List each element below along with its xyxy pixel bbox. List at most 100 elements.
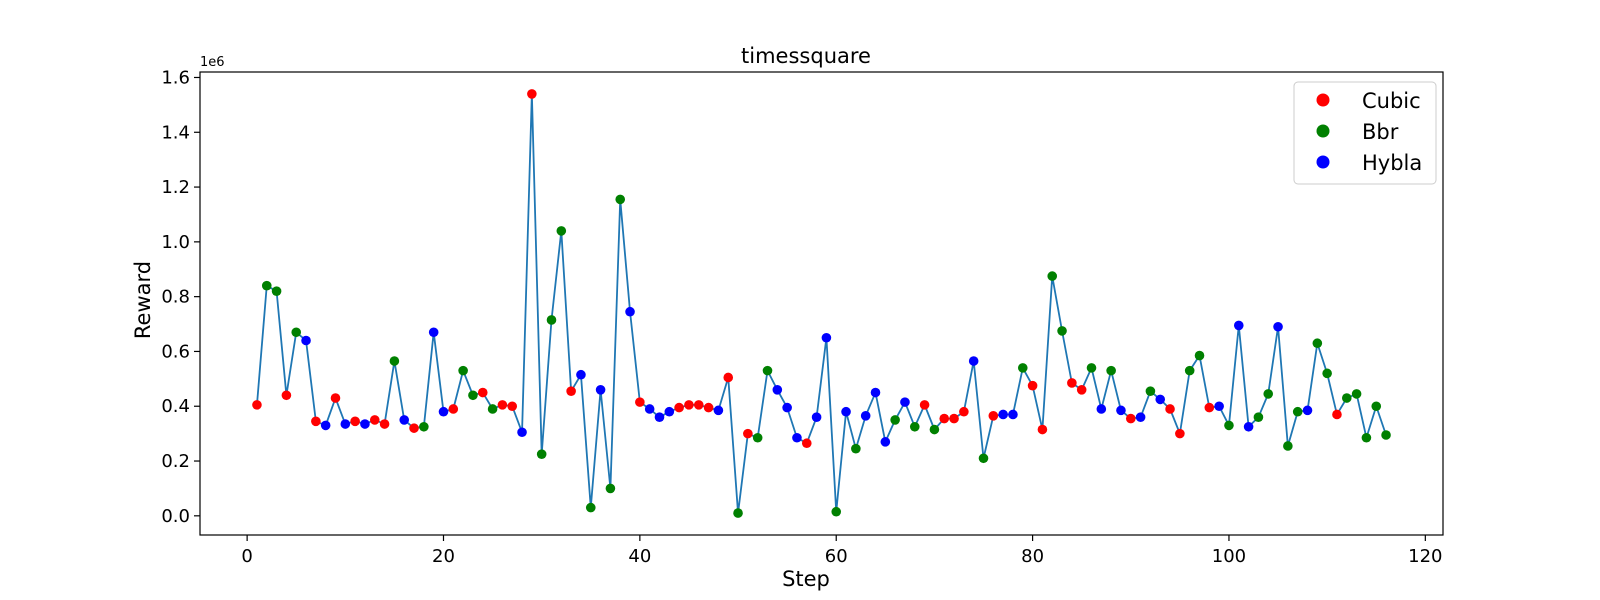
data-point-hybla bbox=[320, 420, 331, 431]
data-point-cubic bbox=[743, 428, 753, 439]
x-tick-label: 40 bbox=[628, 546, 651, 567]
data-point-hybla bbox=[1214, 401, 1224, 412]
data-point-cubic bbox=[939, 413, 950, 424]
plot-area-frame bbox=[199, 71, 1444, 536]
data-point-cubic bbox=[1165, 404, 1175, 414]
y-tick-label: 0.8 bbox=[161, 287, 190, 308]
data-point-hybla bbox=[821, 332, 832, 343]
data-point-bbr bbox=[585, 502, 596, 513]
data-point-hybla bbox=[360, 419, 370, 429]
x-tick-label: 120 bbox=[1408, 546, 1442, 567]
data-point-cubic bbox=[703, 402, 714, 413]
data-point-bbr bbox=[1086, 363, 1097, 373]
data-point-hybla bbox=[654, 412, 665, 423]
y-tick-label: 0.2 bbox=[161, 451, 190, 472]
data-point-hybla bbox=[1116, 405, 1126, 416]
data-point-cubic bbox=[1204, 402, 1215, 413]
data-point-hybla bbox=[301, 335, 311, 346]
data-point-cubic bbox=[635, 397, 645, 407]
y-tick-label: 0.4 bbox=[161, 396, 190, 417]
data-point-cubic bbox=[919, 400, 930, 410]
data-point-hybla bbox=[860, 411, 871, 421]
data-point-hybla bbox=[399, 415, 410, 425]
data-point-hybla bbox=[1135, 412, 1146, 423]
data-point-bbr bbox=[1312, 338, 1323, 349]
data-point-cubic bbox=[1037, 424, 1048, 435]
legend-marker-bbr bbox=[1316, 124, 1330, 138]
data-point-bbr bbox=[419, 421, 429, 432]
data-point-hybla bbox=[1155, 394, 1166, 405]
data-point-bbr bbox=[831, 506, 842, 517]
data-point-bbr bbox=[1017, 363, 1028, 373]
data-point-cubic bbox=[1175, 428, 1185, 439]
data-point-hybla bbox=[713, 405, 724, 416]
data-point-bbr bbox=[1253, 412, 1264, 423]
data-point-cubic bbox=[674, 402, 684, 413]
data-point-cubic bbox=[379, 419, 390, 429]
data-point-bbr bbox=[261, 280, 272, 291]
data-point-hybla bbox=[664, 406, 675, 417]
data-point-bbr bbox=[978, 453, 989, 464]
data-point-bbr bbox=[458, 365, 468, 376]
data-point-bbr bbox=[615, 194, 626, 205]
data-point-bbr bbox=[1194, 350, 1205, 361]
y-tick-label: 0.0 bbox=[161, 506, 190, 527]
data-point-bbr bbox=[389, 356, 400, 366]
data-point-bbr bbox=[556, 226, 567, 236]
x-tick-label: 0 bbox=[241, 546, 252, 567]
data-point-cubic bbox=[684, 400, 694, 410]
data-point-bbr bbox=[1371, 401, 1382, 412]
data-point-cubic bbox=[311, 416, 321, 427]
legend-marker-cubic bbox=[1316, 93, 1330, 107]
data-point-bbr bbox=[1224, 420, 1234, 431]
data-point-cubic bbox=[252, 400, 262, 410]
data-point-cubic bbox=[281, 390, 292, 401]
y-axis-label: Reward bbox=[131, 261, 155, 339]
data-point-hybla bbox=[428, 327, 439, 338]
data-point-bbr bbox=[271, 286, 282, 296]
data-point-hybla bbox=[340, 419, 351, 429]
data-point-cubic bbox=[1076, 385, 1087, 395]
x-tick-label: 60 bbox=[825, 546, 848, 567]
data-point-bbr bbox=[536, 449, 547, 459]
data-point-bbr bbox=[909, 421, 920, 432]
data-point-bbr bbox=[762, 365, 773, 376]
y-axis-ticks: 0.0 0.2 0.4 0.6 0.8 1.0 1.2 1.4 1.6 bbox=[161, 67, 200, 527]
data-point-bbr bbox=[733, 508, 743, 518]
data-point-bbr bbox=[605, 483, 616, 494]
legend: Cubic Bbr Hybla bbox=[1293, 81, 1437, 185]
data-point-hybla bbox=[1302, 405, 1313, 416]
data-point-hybla bbox=[998, 409, 1008, 420]
chart-title: timessquare bbox=[741, 44, 871, 68]
data-point-hybla bbox=[772, 385, 783, 395]
data-point-bbr bbox=[1351, 389, 1362, 399]
y-tick-label: 1.0 bbox=[161, 232, 190, 253]
data-point-cubic bbox=[1125, 413, 1136, 424]
data-point-cubic bbox=[949, 413, 959, 424]
data-point-bbr bbox=[752, 432, 763, 443]
data-point-hybla bbox=[644, 404, 655, 414]
data-point-hybla bbox=[595, 385, 606, 395]
data-point-cubic bbox=[477, 387, 488, 398]
data-point-hybla bbox=[900, 397, 910, 407]
data-point-hybla bbox=[517, 427, 527, 438]
x-tick-label: 20 bbox=[432, 546, 455, 567]
y-tick-label: 1.6 bbox=[161, 67, 190, 88]
data-point-bbr bbox=[1263, 389, 1274, 399]
data-point-bbr bbox=[1106, 365, 1116, 376]
data-point-bbr bbox=[468, 390, 478, 401]
data-point-cubic bbox=[369, 415, 380, 425]
data-point-cubic bbox=[350, 416, 360, 427]
data-point-hybla bbox=[811, 412, 822, 423]
data-point-hybla bbox=[1096, 404, 1107, 414]
legend-box bbox=[1293, 81, 1437, 185]
data-point-bbr bbox=[1361, 432, 1372, 443]
data-point-cubic bbox=[330, 393, 341, 403]
data-point-bbr bbox=[546, 315, 557, 325]
legend-label-cubic: Cubic bbox=[1362, 89, 1421, 113]
y-axis-offset-label: 1e6 bbox=[200, 55, 225, 70]
data-point-hybla bbox=[880, 437, 891, 447]
data-point-cubic bbox=[527, 89, 537, 99]
legend-label-bbr: Bbr bbox=[1362, 120, 1399, 144]
